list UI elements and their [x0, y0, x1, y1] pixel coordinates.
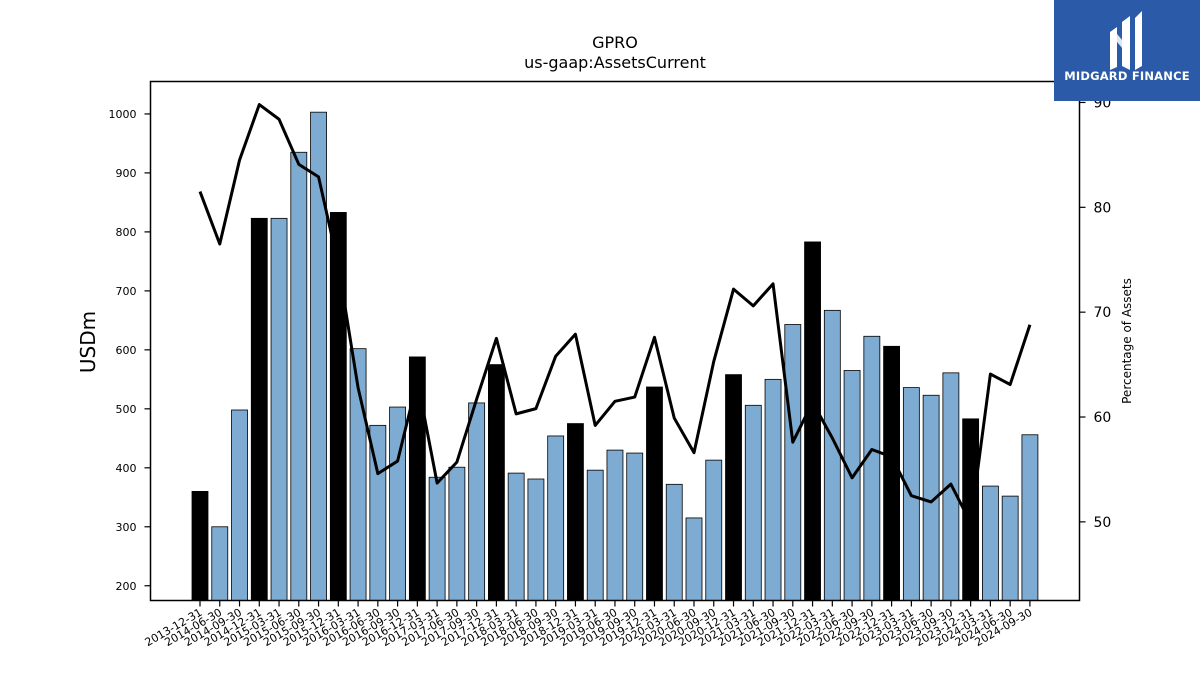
y-tick-label: 500 — [116, 403, 137, 416]
bar — [725, 374, 742, 601]
bar — [211, 526, 229, 601]
bar — [191, 490, 209, 601]
bar — [744, 404, 762, 601]
bar — [685, 517, 703, 601]
percentage-line — [198, 103, 1032, 525]
x-axis-ticks: 2013-12-312014-06-302014-09-302014-12-31… — [143, 600, 1034, 649]
bar — [527, 478, 545, 601]
bar — [626, 452, 644, 601]
chart-subtitle: us-gaap:AssetsCurrent — [524, 53, 706, 72]
bar — [290, 151, 308, 601]
brand-logo: MIDGARD FINANCE — [1054, 0, 1200, 101]
bar — [1021, 434, 1039, 601]
brand-name: MIDGARD FINANCE — [1064, 69, 1190, 83]
bar — [507, 472, 525, 601]
bar — [1001, 495, 1019, 601]
left-axis-ticks: 200 300 400 500 600 700 800 900 1000 — [109, 108, 151, 593]
bar — [468, 402, 486, 601]
bar — [428, 476, 446, 601]
bar — [586, 469, 604, 601]
y2-tick-label: 80 — [1094, 200, 1112, 216]
y-tick-label: 400 — [116, 462, 137, 475]
midgard-m-icon — [1054, 0, 1200, 101]
bar — [606, 449, 624, 601]
y-tick-label: 600 — [116, 344, 137, 357]
y-tick-label: 700 — [116, 285, 137, 298]
y2-tick-label: 50 — [1094, 515, 1112, 531]
y-tick-label: 300 — [116, 521, 137, 534]
bar — [784, 324, 802, 601]
percentage-line-series — [198, 103, 1032, 525]
bar — [646, 386, 663, 601]
bar — [408, 356, 426, 601]
bar — [567, 423, 584, 601]
bar — [982, 485, 999, 601]
bar — [764, 378, 782, 601]
bar — [843, 370, 861, 601]
bar-series — [191, 111, 1039, 601]
y-tick-label: 1000 — [109, 108, 137, 121]
y2-tick-label: 70 — [1094, 305, 1112, 321]
bar — [270, 217, 288, 601]
y2-axis-label: Percentage of Assets — [1120, 278, 1134, 404]
y-tick-label: 900 — [116, 167, 137, 180]
bar — [231, 409, 248, 601]
bar — [250, 217, 268, 601]
bar — [705, 459, 723, 601]
y-axis-label: USDm — [76, 311, 100, 373]
y-tick-label: 200 — [116, 580, 137, 593]
chart-title: GPRO — [592, 33, 638, 52]
bar — [310, 111, 327, 601]
y2-tick-label: 60 — [1094, 410, 1112, 426]
y-tick-label: 800 — [116, 226, 137, 239]
bar — [665, 483, 683, 601]
bar — [804, 241, 821, 601]
bar — [487, 364, 505, 601]
bar — [883, 345, 900, 601]
bar — [823, 309, 841, 601]
bar — [863, 335, 881, 601]
bar — [448, 466, 466, 601]
bar — [547, 435, 565, 601]
